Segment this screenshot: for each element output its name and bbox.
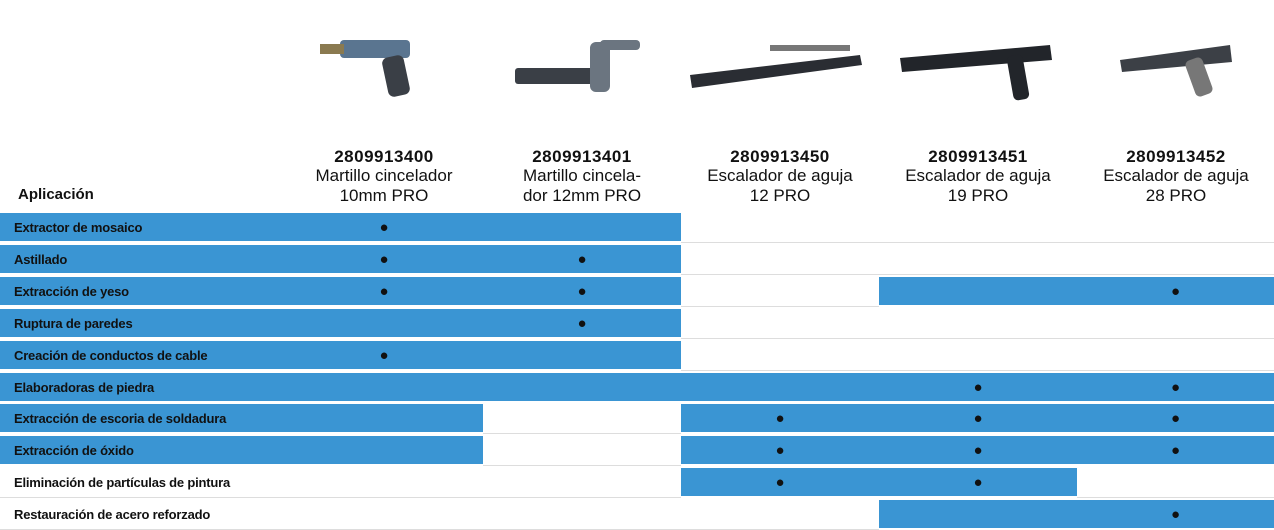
cell [681,213,879,243]
cell: ● [1077,404,1274,435]
cell: ● [285,340,483,371]
cell [285,468,483,499]
row-label: Extracción de óxido [0,436,285,467]
cell: ● [879,436,1077,467]
cell [1077,244,1274,275]
product-name: 12 PRO [749,186,811,205]
product-code: 2809913450 [730,147,830,166]
cell: ● [483,308,681,339]
cell [879,244,1077,275]
cell: ● [1077,372,1274,403]
product-name: dor 12mm PRO [522,186,642,205]
cell [681,244,879,275]
cell [879,340,1077,371]
cell [879,308,1077,339]
tool-image [900,45,1052,101]
tool-image [320,40,410,97]
product-name: Escalador de aguja [707,166,853,185]
cell [483,372,681,403]
tool-image [690,45,862,88]
cell [1077,468,1274,499]
cell: ● [681,404,879,435]
cell: ● [879,468,1077,499]
row-label: Creación de conductos de cable [0,340,285,371]
row-label: Astillado [0,244,285,275]
tool-image [515,40,640,92]
product-code: 2809913452 [1126,147,1226,166]
cell [285,308,483,339]
product-name: 10mm PRO [339,186,429,205]
cell: ● [1077,436,1274,467]
row-label: Eliminación de partículas de pintura [0,468,285,499]
cell: ● [1077,276,1274,307]
cell: ● [1077,500,1274,530]
cell [681,308,879,339]
cell: ● [285,244,483,275]
cell [681,340,879,371]
cell [1077,308,1274,339]
tool-image [1120,45,1232,97]
cell: ● [285,213,483,243]
row-label: Ruptura de paredes [0,308,285,339]
cell: ● [681,436,879,467]
product-name: 28 PRO [1145,186,1207,205]
cell [483,340,681,371]
cell [483,436,681,467]
cell [285,372,483,403]
cell [285,436,483,467]
cell [285,500,483,530]
cell: ● [879,404,1077,435]
row-label: Extracción de escoria de soldadura [0,404,285,435]
row-label: Extracción de yeso [0,276,285,307]
product-images [320,40,1232,101]
cell [285,404,483,435]
cell: ● [285,276,483,307]
product-name: Escalador de aguja [905,166,1051,185]
cell [879,276,1077,307]
cell [1077,213,1274,243]
cell [681,372,879,403]
cell [483,213,681,243]
row-label: Elaboradoras de piedra [0,372,285,403]
cell: ● [879,372,1077,403]
product-name: Martillo cincela- [522,166,642,185]
row-label: Extractor de mosaico [0,213,285,243]
product-code: 2809913401 [532,147,632,166]
cell [483,404,681,435]
cell: ● [681,468,879,499]
cell [879,213,1077,243]
cell [483,468,681,499]
cell [1077,340,1274,371]
cell [879,500,1077,530]
product-code: 2809913400 [334,147,434,166]
product-code: 2809913451 [928,147,1028,166]
cell: ● [483,276,681,307]
product-name: Martillo cincelador [315,166,453,185]
product-name: 19 PRO [947,186,1009,205]
cell: ● [483,244,681,275]
cell [681,276,879,307]
cell [681,500,879,530]
column-header: Aplicación [18,186,94,203]
row-label: Restauración de acero reforzado [0,500,285,530]
cell [483,500,681,530]
product-name: Escalador de aguja [1103,166,1249,185]
